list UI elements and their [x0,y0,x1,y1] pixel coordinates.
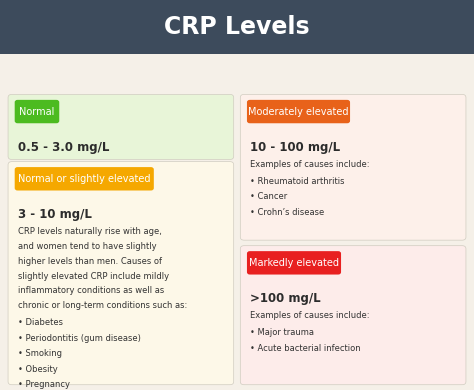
Text: • Major trauma: • Major trauma [250,328,314,337]
FancyBboxPatch shape [247,251,341,275]
FancyBboxPatch shape [247,100,350,123]
FancyBboxPatch shape [15,100,59,123]
FancyBboxPatch shape [15,167,154,190]
Text: CRP Levels: CRP Levels [164,15,310,39]
Text: chronic or long-term conditions such as:: chronic or long-term conditions such as: [18,301,187,310]
Text: Markedly elevated: Markedly elevated [249,258,339,268]
Text: • Periodontitis (gum disease): • Periodontitis (gum disease) [18,333,140,343]
FancyBboxPatch shape [0,0,474,54]
Text: • Acute bacterial infection: • Acute bacterial infection [250,344,360,353]
Text: • Pregnancy: • Pregnancy [18,380,70,390]
Text: and women tend to have slightly: and women tend to have slightly [18,242,156,251]
Text: higher levels than men. Causes of: higher levels than men. Causes of [18,257,162,266]
Text: • Diabetes: • Diabetes [18,318,63,327]
Text: slightly elevated CRP include mildly: slightly elevated CRP include mildly [18,271,169,281]
Text: • Crohn’s disease: • Crohn’s disease [250,208,324,217]
Text: • Obesity: • Obesity [18,365,57,374]
Text: Moderately elevated: Moderately elevated [248,106,349,117]
Text: • Smoking: • Smoking [18,349,62,358]
Text: • Cancer: • Cancer [250,192,287,201]
Text: • Rheumatoid arthritis: • Rheumatoid arthritis [250,177,344,186]
FancyBboxPatch shape [8,94,234,160]
FancyBboxPatch shape [8,161,234,385]
FancyBboxPatch shape [240,94,466,240]
Text: Examples of causes include:: Examples of causes include: [250,311,369,320]
Text: 0.5 - 3.0 mg/L: 0.5 - 3.0 mg/L [18,141,109,154]
Text: Normal: Normal [19,106,55,117]
Text: CRP levels naturally rise with age,: CRP levels naturally rise with age, [18,227,162,236]
Text: >100 mg/L: >100 mg/L [250,292,320,305]
Text: 10 - 100 mg/L: 10 - 100 mg/L [250,141,340,154]
FancyBboxPatch shape [240,246,466,385]
Text: inflammatory conditions as well as: inflammatory conditions as well as [18,286,164,296]
Text: Examples of causes include:: Examples of causes include: [250,160,369,169]
Text: Normal or slightly elevated: Normal or slightly elevated [18,174,151,184]
Text: 3 - 10 mg/L: 3 - 10 mg/L [18,208,91,222]
